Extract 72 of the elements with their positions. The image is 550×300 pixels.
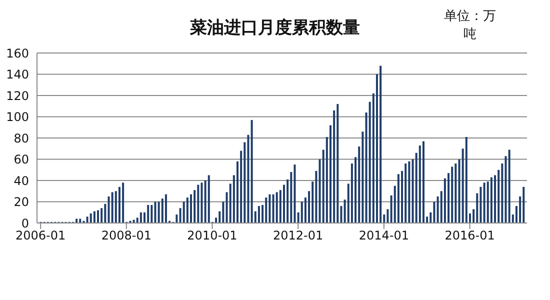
bar: [90, 213, 92, 223]
y-tick-label: 80: [14, 131, 29, 146]
y-tick-label: 20: [14, 195, 29, 210]
bar: [182, 202, 185, 223]
bar: [508, 150, 510, 223]
y-tick-label: 140: [6, 68, 29, 82]
bar: [380, 66, 382, 223]
bar: [480, 186, 482, 223]
x-tick-label: 2008-01: [101, 228, 152, 243]
bar: [147, 204, 150, 223]
bar: [404, 164, 407, 223]
bar: [276, 192, 278, 223]
y-tick-label: 100: [6, 110, 29, 124]
y-tick-label: 60: [14, 152, 29, 167]
bar: [268, 194, 271, 223]
y-tick-label: 0: [21, 216, 29, 230]
x-tick-label: 2016-01: [444, 228, 495, 243]
bar: [315, 170, 318, 223]
bar: [294, 164, 296, 223]
bar: [265, 198, 268, 223]
bar: [272, 194, 274, 223]
bar: [86, 216, 88, 223]
bar: [164, 194, 167, 223]
bar: [93, 211, 96, 223]
bar: [200, 182, 203, 223]
bar: [158, 202, 160, 223]
bar: [483, 182, 486, 223]
bar: [522, 186, 525, 223]
bar: [250, 120, 253, 223]
x-tick-label: 2014-01: [358, 228, 410, 243]
bar: [97, 210, 100, 223]
bar: [176, 214, 178, 223]
bar: [150, 204, 153, 223]
chart-title: 菜油进口月度累积数量: [190, 18, 360, 38]
bar: [336, 104, 339, 223]
x-tick-label: 2006-01: [16, 228, 66, 243]
y-tick-label: 160: [6, 46, 29, 60]
bar: [451, 166, 454, 223]
bar: [100, 208, 103, 223]
bar: [465, 136, 468, 223]
bar: [386, 209, 389, 223]
bar: [362, 132, 364, 223]
bar: [161, 198, 164, 223]
bar: [247, 134, 250, 223]
bar: [300, 202, 303, 223]
bar: [418, 145, 421, 223]
bar: [111, 192, 114, 223]
bar: [422, 141, 424, 223]
bar: [454, 164, 457, 223]
bar: [190, 194, 192, 223]
text: 单位：万吨: [443, 8, 497, 44]
bar: [222, 202, 224, 223]
bar: [486, 182, 489, 223]
bar: [122, 182, 124, 223]
y-tick-label: 120: [6, 88, 29, 103]
bar: [108, 196, 110, 223]
bar: [186, 198, 188, 223]
bar: [490, 177, 492, 223]
bar: [118, 186, 120, 223]
bar: [408, 161, 410, 223]
bar: [397, 174, 400, 223]
x-tick-label: 2012-01: [273, 228, 324, 243]
bar: [501, 164, 504, 223]
bar: [140, 212, 142, 223]
bar: [433, 202, 436, 223]
x-tick-label: 2010-01: [187, 228, 238, 243]
bar: [197, 184, 200, 223]
y-tick-label: 40: [14, 174, 29, 188]
bar: [208, 175, 210, 223]
bar: [154, 202, 156, 223]
bar: [258, 206, 260, 223]
bar: [114, 191, 117, 223]
